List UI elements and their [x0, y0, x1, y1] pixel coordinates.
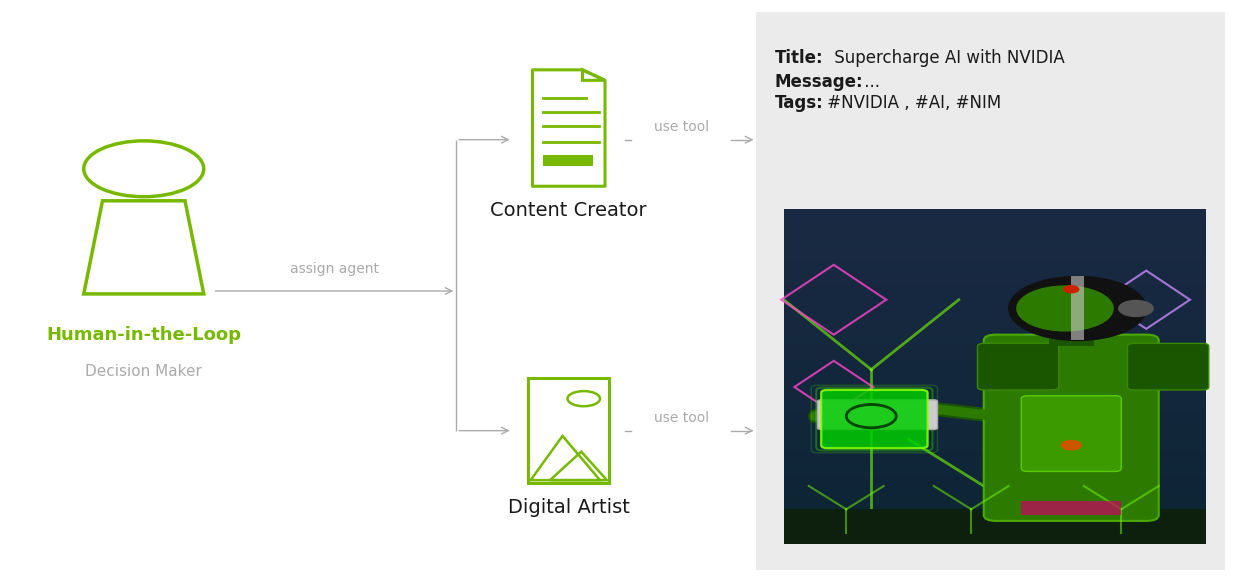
FancyBboxPatch shape — [784, 276, 1206, 285]
Circle shape — [1009, 276, 1146, 340]
Circle shape — [1017, 286, 1114, 331]
Text: #NVIDIA , #AI, #NIM: #NVIDIA , #AI, #NIM — [822, 94, 1001, 112]
FancyBboxPatch shape — [784, 494, 1206, 502]
FancyBboxPatch shape — [784, 368, 1206, 377]
FancyBboxPatch shape — [542, 155, 592, 166]
FancyBboxPatch shape — [784, 519, 1206, 527]
FancyBboxPatch shape — [784, 251, 1206, 260]
FancyBboxPatch shape — [1070, 276, 1085, 340]
FancyBboxPatch shape — [784, 377, 1206, 385]
FancyBboxPatch shape — [784, 268, 1206, 276]
FancyBboxPatch shape — [1021, 501, 1121, 515]
FancyBboxPatch shape — [1049, 326, 1094, 346]
FancyBboxPatch shape — [756, 12, 1225, 570]
FancyBboxPatch shape — [784, 234, 1206, 243]
FancyBboxPatch shape — [978, 343, 1059, 390]
Text: Digital Artist: Digital Artist — [508, 498, 630, 517]
Text: Content Creator: Content Creator — [490, 201, 648, 220]
FancyBboxPatch shape — [784, 435, 1206, 443]
FancyBboxPatch shape — [1021, 396, 1121, 471]
Text: ...: ... — [859, 73, 880, 91]
FancyBboxPatch shape — [784, 485, 1206, 494]
FancyBboxPatch shape — [784, 293, 1206, 301]
FancyBboxPatch shape — [818, 400, 938, 430]
FancyBboxPatch shape — [984, 335, 1159, 521]
FancyBboxPatch shape — [784, 210, 1206, 544]
FancyBboxPatch shape — [784, 402, 1206, 410]
FancyBboxPatch shape — [784, 326, 1206, 335]
FancyBboxPatch shape — [784, 301, 1206, 310]
FancyBboxPatch shape — [784, 535, 1206, 544]
FancyBboxPatch shape — [784, 284, 1206, 293]
Text: Human-in-the-Loop: Human-in-the-Loop — [46, 326, 241, 344]
FancyBboxPatch shape — [784, 427, 1206, 435]
Circle shape — [1119, 300, 1154, 317]
FancyBboxPatch shape — [784, 343, 1206, 352]
FancyBboxPatch shape — [784, 318, 1206, 327]
FancyBboxPatch shape — [784, 360, 1206, 368]
FancyBboxPatch shape — [784, 452, 1206, 460]
Text: use tool: use tool — [654, 120, 709, 134]
Text: Message:: Message: — [775, 73, 864, 91]
FancyBboxPatch shape — [784, 351, 1206, 360]
FancyBboxPatch shape — [784, 226, 1206, 235]
FancyBboxPatch shape — [821, 390, 928, 448]
FancyBboxPatch shape — [784, 460, 1206, 469]
FancyBboxPatch shape — [784, 259, 1206, 268]
FancyBboxPatch shape — [784, 418, 1206, 427]
FancyBboxPatch shape — [784, 477, 1206, 485]
FancyBboxPatch shape — [784, 335, 1206, 343]
Text: Tags:: Tags: — [775, 94, 824, 112]
FancyBboxPatch shape — [784, 527, 1206, 536]
Circle shape — [1064, 286, 1079, 293]
FancyBboxPatch shape — [784, 510, 1206, 519]
Text: Decision Maker: Decision Maker — [85, 364, 202, 379]
FancyBboxPatch shape — [784, 385, 1206, 393]
FancyBboxPatch shape — [784, 469, 1206, 477]
Text: assign agent: assign agent — [290, 262, 379, 276]
FancyBboxPatch shape — [784, 242, 1206, 251]
FancyBboxPatch shape — [784, 509, 1206, 544]
Circle shape — [1061, 441, 1081, 450]
FancyBboxPatch shape — [784, 209, 1206, 218]
FancyBboxPatch shape — [784, 443, 1206, 452]
FancyBboxPatch shape — [784, 393, 1206, 402]
Text: Title:: Title: — [775, 49, 824, 68]
Text: Supercharge AI with NVIDIA: Supercharge AI with NVIDIA — [829, 49, 1065, 68]
FancyBboxPatch shape — [784, 217, 1206, 226]
Text: use tool: use tool — [654, 411, 709, 425]
FancyBboxPatch shape — [784, 410, 1206, 418]
FancyBboxPatch shape — [784, 310, 1206, 318]
FancyBboxPatch shape — [784, 502, 1206, 511]
FancyBboxPatch shape — [1128, 343, 1209, 390]
